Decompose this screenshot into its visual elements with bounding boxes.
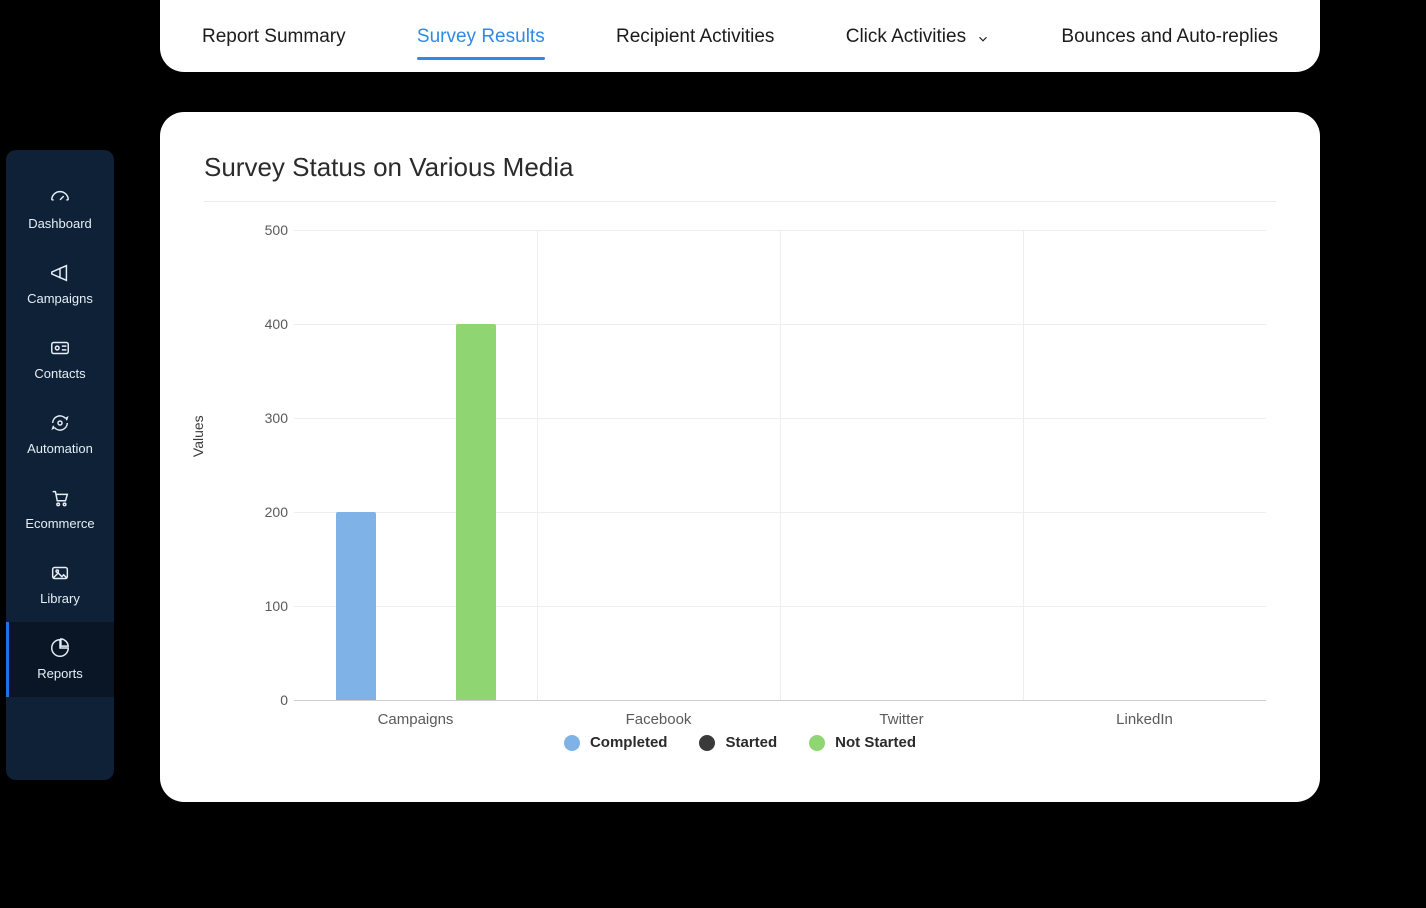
tab-survey-results[interactable]: Survey Results bbox=[417, 4, 545, 68]
y-tick-label: 100 bbox=[244, 598, 288, 614]
y-tick-label: 400 bbox=[244, 316, 288, 332]
cycle-users-icon bbox=[46, 411, 74, 435]
legend-label: Started bbox=[725, 734, 777, 751]
tab-label: Recipient Activities bbox=[616, 26, 774, 48]
x-tick-label: Campaigns bbox=[378, 711, 454, 728]
sidebar-item-label: Dashboard bbox=[28, 216, 92, 231]
sidebar-item-ecommerce[interactable]: Ecommerce bbox=[6, 472, 114, 547]
legend-swatch bbox=[564, 735, 580, 751]
x-tick-label: Facebook bbox=[626, 711, 692, 728]
bar bbox=[336, 512, 376, 700]
image-icon bbox=[46, 561, 74, 585]
sidebar-item-label: Automation bbox=[27, 441, 93, 456]
pie-chart-icon bbox=[46, 636, 74, 660]
gauge-icon bbox=[46, 186, 74, 210]
megaphone-icon bbox=[46, 261, 74, 285]
y-tick-label: 0 bbox=[244, 692, 288, 708]
tab-report-summary[interactable]: Report Summary bbox=[202, 4, 346, 68]
sidebar-item-label: Library bbox=[40, 591, 80, 606]
legend-label: Completed bbox=[590, 734, 668, 751]
y-tick-label: 200 bbox=[244, 504, 288, 520]
sidebar-item-label: Contacts bbox=[34, 366, 85, 381]
x-tick-label: Twitter bbox=[879, 711, 923, 728]
sidebar-item-campaigns[interactable]: Campaigns bbox=[6, 247, 114, 322]
chart-area: Values 0100200300400500CampaignsFacebook… bbox=[204, 210, 1276, 730]
category-separator bbox=[1023, 230, 1024, 700]
chart-card: Survey Status on Various Media Values 0 1… bbox=[160, 112, 1320, 802]
category-separator bbox=[780, 230, 781, 700]
x-tick-label: LinkedIn bbox=[1116, 711, 1173, 728]
id-card-icon bbox=[46, 336, 74, 360]
tab-bounces-autoreplies[interactable]: Bounces and Auto-replies bbox=[1061, 4, 1278, 68]
gridline bbox=[294, 700, 1266, 701]
cart-icon bbox=[46, 486, 74, 510]
sidebar-item-label: Campaigns bbox=[27, 291, 93, 306]
sidebar-item-dashboard[interactable]: Dashboard bbox=[6, 172, 114, 247]
legend-item-completed[interactable]: Completed bbox=[564, 734, 668, 751]
tab-recipient-activities[interactable]: Recipient Activities bbox=[616, 4, 774, 68]
legend-swatch bbox=[699, 735, 715, 751]
y-tick-label: 300 bbox=[244, 410, 288, 426]
tab-click-activities[interactable]: Click Activities bbox=[846, 4, 990, 68]
chevron-down-icon bbox=[976, 30, 990, 44]
tabs-bar: Report Summary Survey Results Recipient … bbox=[160, 0, 1320, 72]
sidebar-item-label: Reports bbox=[37, 666, 83, 681]
legend-label: Not Started bbox=[835, 734, 916, 751]
sidebar-item-contacts[interactable]: Contacts bbox=[6, 322, 114, 397]
y-tick-label: 500 bbox=[244, 222, 288, 238]
sidebar-item-automation[interactable]: Automation bbox=[6, 397, 114, 472]
sidebar-item-library[interactable]: Library bbox=[6, 547, 114, 622]
chart-legend: Completed Started Not Started bbox=[204, 734, 1276, 751]
tab-label: Bounces and Auto-replies bbox=[1061, 26, 1278, 48]
legend-item-started[interactable]: Started bbox=[699, 734, 777, 751]
y-axis-label: Values bbox=[190, 415, 206, 457]
tab-label: Click Activities bbox=[846, 26, 966, 48]
bar bbox=[456, 324, 496, 700]
legend-item-not-started[interactable]: Not Started bbox=[809, 734, 916, 751]
legend-swatch bbox=[809, 735, 825, 751]
tab-label: Report Summary bbox=[202, 26, 346, 48]
tab-label: Survey Results bbox=[417, 26, 545, 48]
sidebar: Dashboard Campaigns Contacts Automation … bbox=[6, 150, 114, 780]
category-separator bbox=[537, 230, 538, 700]
chart-title: Survey Status on Various Media bbox=[204, 152, 1276, 202]
chart-plot bbox=[294, 230, 1266, 700]
sidebar-item-label: Ecommerce bbox=[25, 516, 94, 531]
sidebar-item-reports[interactable]: Reports bbox=[6, 622, 114, 697]
